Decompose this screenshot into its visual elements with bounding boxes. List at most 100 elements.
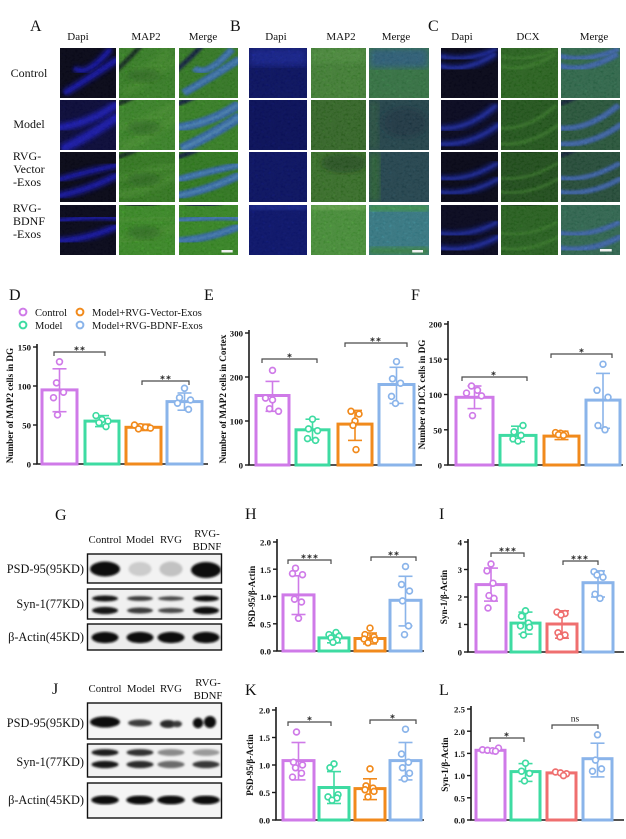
svg-text:0.5: 0.5	[454, 793, 466, 803]
svg-text:1.5: 1.5	[260, 565, 272, 575]
svg-text:Control: Control	[35, 308, 67, 319]
svg-text:200: 200	[429, 320, 443, 330]
svg-text:Syn-1/β-Actin: Syn-1/β-Actin	[440, 737, 450, 791]
svg-text:MAP2: MAP2	[131, 31, 160, 43]
svg-text:0.0: 0.0	[259, 816, 271, 826]
svg-text:3: 3	[458, 565, 463, 575]
svg-text:200: 200	[230, 373, 244, 383]
svg-text:Merge: Merge	[382, 31, 411, 43]
svg-text:0: 0	[438, 461, 443, 471]
svg-text:100: 100	[230, 417, 244, 427]
svg-text:150: 150	[429, 355, 443, 365]
svg-text:150: 150	[18, 343, 32, 353]
svg-text:***: ***	[571, 555, 589, 566]
svg-text:PSD-95/β-Actin: PSD-95/β-Actin	[245, 734, 255, 796]
svg-text:2.0: 2.0	[259, 706, 271, 716]
svg-text:β-Actin(45KD): β-Actin(45KD)	[8, 793, 84, 807]
svg-text:Number of DCX cells in DG: Number of DCX cells in DG	[417, 340, 427, 450]
svg-text:*: *	[504, 732, 510, 743]
svg-text:*: *	[390, 714, 396, 725]
svg-text:Dapi: Dapi	[265, 31, 286, 43]
svg-text:RVG: RVG	[160, 683, 182, 695]
svg-text:Dapi: Dapi	[451, 31, 472, 43]
svg-text:2.0: 2.0	[260, 538, 272, 548]
svg-text:Control: Control	[89, 534, 122, 546]
svg-text:L: L	[439, 682, 449, 699]
svg-text:RVG-: RVG-	[194, 528, 220, 540]
svg-text:**: **	[388, 551, 400, 562]
svg-text:1.0: 1.0	[260, 592, 272, 602]
svg-text:RVG-: RVG-	[195, 677, 221, 689]
svg-text:*: *	[287, 353, 293, 364]
svg-text:Number of MAP2 cells in DG: Number of MAP2 cells in DG	[5, 348, 15, 463]
svg-text:B: B	[230, 18, 241, 35]
svg-text:2.5: 2.5	[454, 705, 466, 715]
svg-text:**: **	[370, 337, 382, 348]
svg-text:***: ***	[499, 547, 517, 558]
svg-text:0: 0	[239, 461, 244, 471]
svg-text:ns: ns	[571, 715, 580, 725]
svg-text:0: 0	[458, 648, 463, 658]
svg-text:-Exos: -Exos	[13, 175, 41, 189]
svg-text:*: *	[579, 348, 585, 359]
svg-text:Vector: Vector	[13, 162, 44, 176]
svg-text:4: 4	[458, 538, 463, 548]
svg-text:0.5: 0.5	[260, 619, 272, 629]
svg-text:100: 100	[18, 382, 32, 392]
svg-text:Number of MAP2 cells in Cortex: Number of MAP2 cells in Cortex	[218, 334, 228, 463]
svg-text:J: J	[52, 681, 58, 698]
svg-text:PSD-95(95KD): PSD-95(95KD)	[7, 562, 84, 576]
svg-text:2: 2	[458, 593, 463, 603]
svg-text:RVG: RVG	[160, 534, 182, 546]
svg-text:Model+RVG-BDNF-Exos: Model+RVG-BDNF-Exos	[92, 321, 203, 332]
svg-text:Syn-1(77KD): Syn-1(77KD)	[16, 755, 84, 769]
svg-text:RVG-: RVG-	[13, 149, 41, 163]
svg-text:Merge: Merge	[580, 31, 609, 43]
svg-text:Model: Model	[13, 117, 45, 131]
svg-text:C: C	[428, 18, 439, 35]
svg-text:1.5: 1.5	[259, 733, 271, 743]
svg-text:β-Actin(45KD): β-Actin(45KD)	[8, 630, 84, 644]
svg-text:0.5: 0.5	[259, 788, 271, 798]
svg-text:G: G	[55, 507, 67, 524]
svg-text:E: E	[204, 287, 214, 304]
svg-text:Dapi: Dapi	[67, 31, 88, 43]
svg-text:PSD-95/β-Actin: PSD-95/β-Actin	[247, 566, 257, 628]
svg-text:MAP2: MAP2	[326, 31, 355, 43]
svg-text:1: 1	[458, 620, 462, 630]
svg-text:Syn-1/β-Actin: Syn-1/β-Actin	[439, 570, 449, 624]
svg-text:1.0: 1.0	[454, 771, 466, 781]
svg-text:-Exos: -Exos	[13, 227, 41, 241]
svg-text:Model: Model	[127, 683, 155, 695]
svg-text:1.5: 1.5	[454, 749, 466, 759]
svg-text:Model+RVG-Vector-Exos: Model+RVG-Vector-Exos	[92, 308, 202, 319]
svg-text:*: *	[491, 371, 497, 382]
svg-text:D: D	[9, 287, 21, 304]
svg-text:**: **	[160, 375, 172, 386]
svg-text:Control: Control	[89, 683, 122, 695]
svg-text:DCX: DCX	[516, 31, 539, 43]
svg-text:BDNF: BDNF	[193, 541, 222, 553]
svg-text:Syn-1(77KD): Syn-1(77KD)	[16, 597, 84, 611]
svg-text:100: 100	[429, 390, 443, 400]
svg-text:300: 300	[230, 329, 244, 339]
svg-text:Model: Model	[126, 534, 154, 546]
svg-text:0.0: 0.0	[454, 816, 466, 826]
svg-text:Merge: Merge	[189, 31, 218, 43]
svg-text:A: A	[30, 18, 42, 35]
svg-text:*: *	[307, 716, 313, 727]
svg-text:K: K	[245, 682, 257, 699]
svg-text:I: I	[439, 506, 444, 523]
svg-text:**: **	[74, 346, 86, 357]
svg-text:H: H	[245, 506, 257, 523]
svg-text:0.0: 0.0	[260, 647, 272, 657]
svg-text:F: F	[411, 287, 420, 304]
svg-text:2.0: 2.0	[454, 727, 466, 737]
svg-text:50: 50	[433, 425, 442, 435]
svg-text:1.0: 1.0	[259, 761, 271, 771]
svg-text:***: ***	[301, 554, 319, 565]
svg-text:Control: Control	[11, 66, 48, 80]
svg-text:BDNF: BDNF	[194, 690, 223, 702]
svg-text:BDNF: BDNF	[13, 214, 45, 228]
svg-text:PSD-95(95KD): PSD-95(95KD)	[7, 716, 84, 730]
